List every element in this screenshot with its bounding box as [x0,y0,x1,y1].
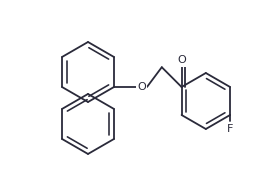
Text: F: F [227,124,233,134]
Text: O: O [177,55,186,65]
Text: O: O [138,82,146,92]
